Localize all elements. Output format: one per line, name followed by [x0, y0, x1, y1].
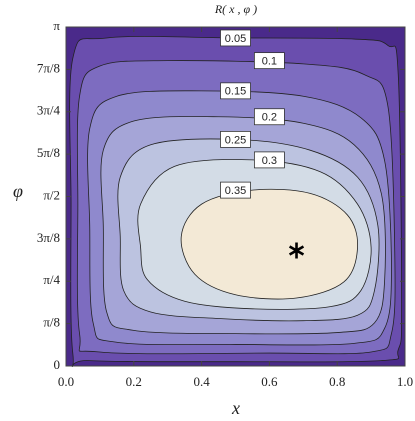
- y-tick-label: 5π/8: [37, 145, 60, 160]
- y-axis-label: φ: [13, 181, 23, 201]
- contour-label-box: [253, 151, 285, 169]
- chart-title: R( x , φ ): [214, 2, 257, 16]
- x-tick-label: 1.0: [397, 374, 413, 389]
- x-tick-label: 0.2: [126, 374, 142, 389]
- y-tick-label: π: [53, 18, 60, 33]
- marker: [288, 242, 305, 259]
- contour-label: 0.15: [225, 86, 246, 98]
- y-tick-label: π/4: [43, 272, 60, 287]
- contour-label: 0.3: [262, 155, 277, 167]
- x-tick-label: 0.8: [329, 374, 345, 389]
- y-tick-label: π/2: [43, 187, 60, 202]
- y-tick-label: π/8: [43, 315, 60, 330]
- contour-label: 0.1: [262, 56, 277, 68]
- x-tick-label: 0.0: [58, 374, 74, 389]
- contour-label: 0.2: [262, 112, 277, 124]
- y-tick-label: 3π/8: [37, 230, 60, 245]
- y-tick-label: 0: [54, 357, 61, 372]
- x-axis-label: x: [231, 398, 240, 418]
- contour-label-box: [220, 130, 251, 148]
- contour-label-box: [220, 181, 251, 199]
- contour-label: 0.35: [225, 185, 246, 197]
- contour-label-box: [220, 82, 251, 100]
- contour-label: 0.25: [225, 134, 246, 146]
- x-tick-label: 0.4: [193, 374, 210, 389]
- contour-label: 0.05: [225, 33, 246, 45]
- contour-label-box: [253, 52, 285, 70]
- y-tick-label: 7π/8: [37, 60, 60, 75]
- x-tick-label: 0.6: [261, 374, 278, 389]
- contour-label-box: [253, 108, 285, 126]
- contour-line: [180, 188, 358, 300]
- y-tick-label: 3π/4: [37, 103, 61, 118]
- contour-label-box: [220, 29, 251, 47]
